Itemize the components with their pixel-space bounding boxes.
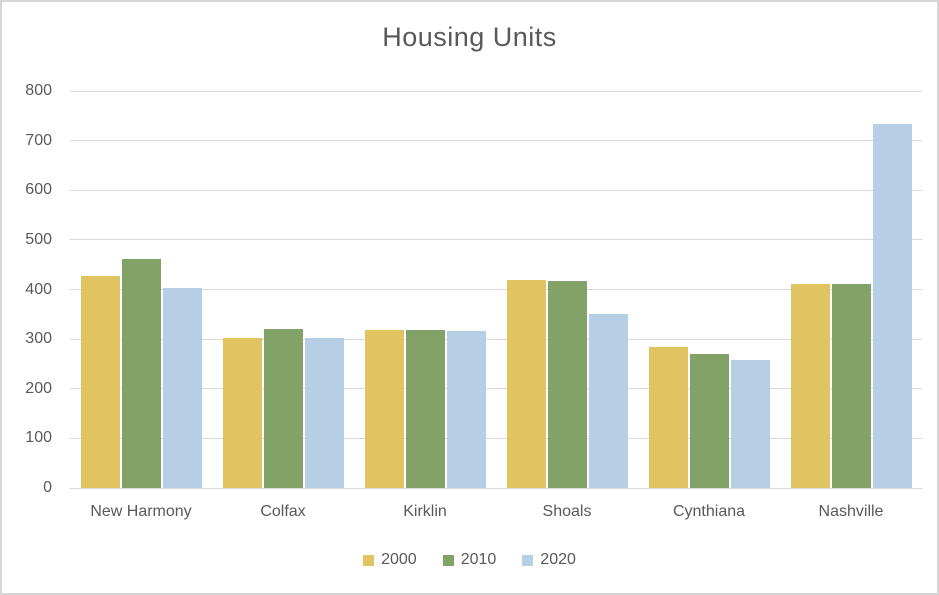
gridline-0: [70, 487, 922, 489]
y-axis-tick-label: 200: [25, 379, 52, 397]
bar-2010-nashville: [831, 284, 871, 488]
y-axis-tick-label: 300: [25, 330, 52, 348]
bar-2000-colfax: [222, 338, 262, 488]
y-axis-tick-label: 400: [25, 280, 52, 298]
bar-2000-new-harmony: [80, 276, 120, 488]
legend-item-2020: 2020: [522, 551, 576, 569]
bar-2000-cynthiana: [648, 347, 688, 488]
y-axis-tick-label: 500: [25, 230, 52, 248]
y-axis-tick-label: 0: [43, 479, 52, 496]
bar-2010-colfax: [263, 329, 303, 488]
plot-area: [70, 90, 922, 489]
gridline-200: [70, 388, 922, 390]
bar-2010-new-harmony: [121, 259, 161, 488]
bar-2020-new-harmony: [162, 288, 202, 488]
x-axis-category-label: Kirklin: [403, 503, 447, 520]
bar-2010-cynthiana: [689, 354, 729, 488]
gridline-300: [70, 338, 922, 340]
bar-2020-colfax: [304, 338, 344, 488]
x-axis-category-label: Colfax: [260, 503, 306, 520]
legend-label: 2010: [460, 551, 497, 568]
bar-2020-kirklin: [446, 331, 486, 488]
bar-2020-shoals: [588, 314, 628, 488]
bar-2000-nashville: [790, 284, 830, 488]
bar-2000-kirklin: [364, 330, 404, 488]
bar-2010-kirklin: [405, 330, 445, 488]
gridline-500: [70, 239, 922, 241]
gridline-600: [70, 189, 922, 191]
gridline-700: [70, 140, 922, 142]
legend-swatch-icon: [363, 554, 375, 566]
legend-swatch-icon: [522, 554, 534, 566]
legend-item-2010: 2010: [442, 551, 497, 569]
bar-2020-cynthiana: [730, 360, 770, 488]
bar-group-cynthiana: [638, 91, 780, 488]
gridline-400: [70, 289, 922, 290]
legend-item-2000: 2000: [363, 551, 417, 569]
legend-label: 2020: [540, 551, 576, 568]
bar-group-colfax: [212, 91, 354, 488]
bar-group-new-harmony: [70, 91, 212, 488]
gridline-800: [70, 90, 922, 92]
bar-group-nashville: [780, 91, 922, 488]
gridline-100: [70, 437, 922, 439]
x-axis-category-label: New Harmony: [90, 503, 192, 520]
bar-2010-shoals: [547, 281, 587, 488]
bar-group-kirklin: [354, 91, 496, 488]
bar-2000-shoals: [506, 280, 546, 488]
y-axis-tick-label: 800: [25, 82, 52, 99]
x-axis-category-label: Cynthiana: [672, 503, 746, 520]
x-axis-category-label: Shoals: [542, 503, 592, 520]
x-axis-category-label: Nashville: [818, 503, 884, 520]
chart-title: Housing Units: [382, 22, 557, 52]
legend: 2000 2010 2020: [2, 551, 937, 569]
y-axis-tick-label: 700: [25, 131, 52, 149]
y-axis-tick-label: 600: [25, 181, 52, 199]
bar-group-shoals: [496, 91, 638, 488]
bar-2020-nashville: [872, 124, 912, 488]
legend-swatch-icon: [442, 554, 454, 566]
y-axis-tick-label: 100: [25, 429, 52, 447]
legend-label: 2000: [381, 551, 417, 568]
